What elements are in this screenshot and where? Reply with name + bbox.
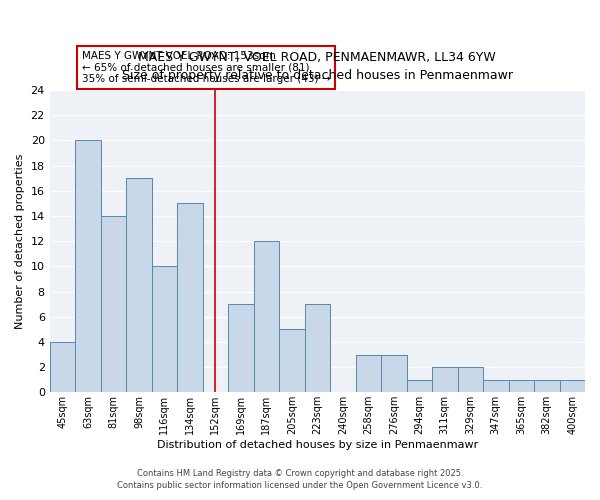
Bar: [279, 330, 305, 392]
Bar: [126, 178, 152, 392]
Bar: [483, 380, 509, 392]
Bar: [407, 380, 432, 392]
Bar: [560, 380, 585, 392]
Bar: [458, 367, 483, 392]
Bar: [534, 380, 560, 392]
Bar: [50, 342, 75, 392]
Text: Contains HM Land Registry data © Crown copyright and database right 2025.
Contai: Contains HM Land Registry data © Crown c…: [118, 468, 482, 490]
Y-axis label: Number of detached properties: Number of detached properties: [15, 154, 25, 329]
Bar: [152, 266, 177, 392]
Bar: [509, 380, 534, 392]
Bar: [177, 204, 203, 392]
Bar: [75, 140, 101, 392]
Bar: [381, 354, 407, 393]
Bar: [432, 367, 458, 392]
Bar: [101, 216, 126, 392]
Text: MAES Y GWYNT VOEL ROAD: 153sqm
← 65% of detached houses are smaller (81)
35% of : MAES Y GWYNT VOEL ROAD: 153sqm ← 65% of …: [82, 51, 330, 84]
Title: MAES Y GWYNT, VOEL ROAD, PENMAENMAWR, LL34 6YW
Size of property relative to deta: MAES Y GWYNT, VOEL ROAD, PENMAENMAWR, LL…: [122, 51, 513, 82]
Bar: [356, 354, 381, 393]
X-axis label: Distribution of detached houses by size in Penmaenmawr: Distribution of detached houses by size …: [157, 440, 478, 450]
Bar: [228, 304, 254, 392]
Bar: [305, 304, 330, 392]
Bar: [254, 241, 279, 392]
